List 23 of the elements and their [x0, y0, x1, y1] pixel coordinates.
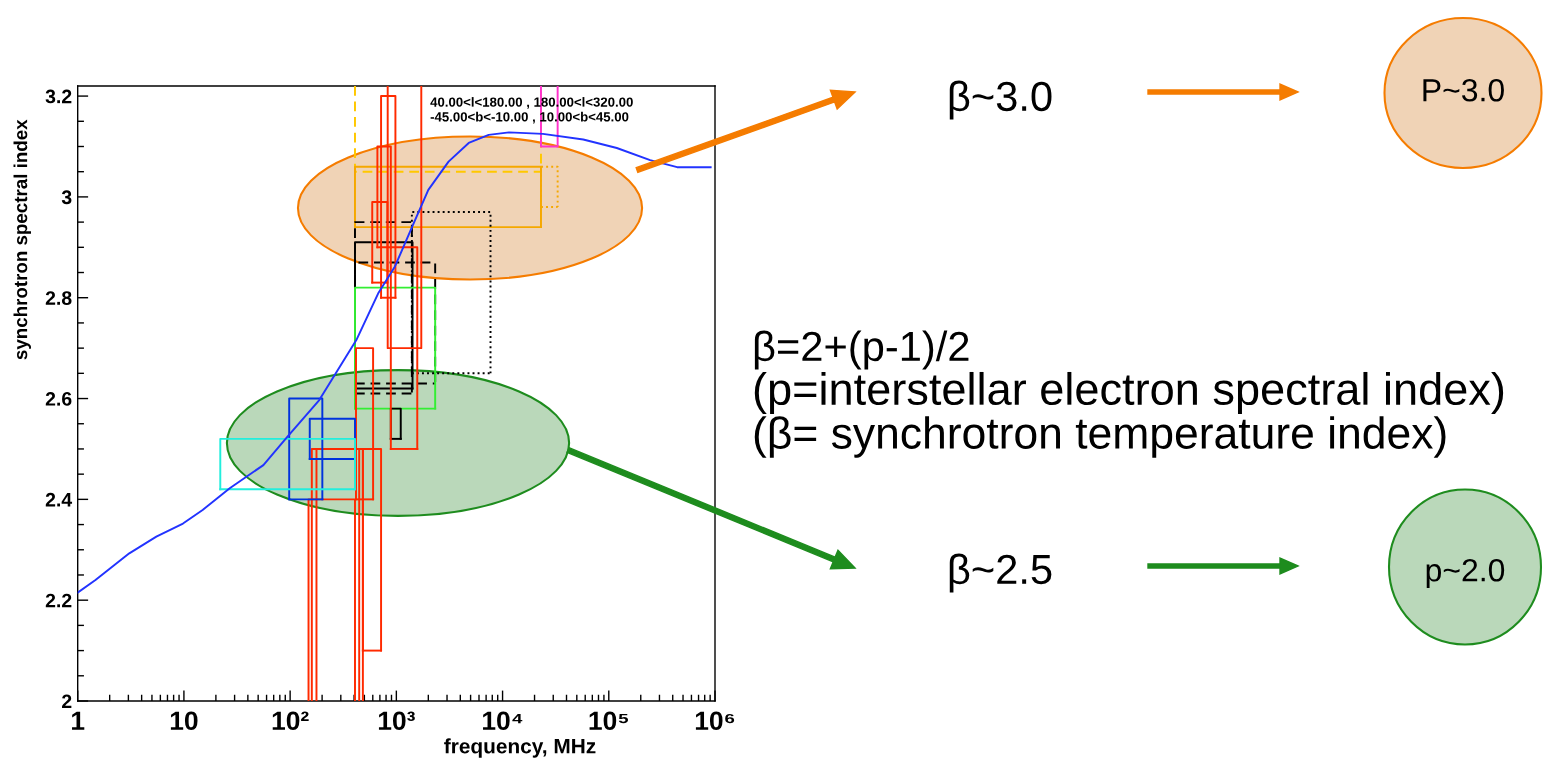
text: p~2.0	[1426, 558, 1505, 588]
y-tick-label: 2.8	[45, 291, 72, 305]
x-axis-title: frequency, MHz	[444, 738, 596, 758]
y-tick-label: 2.4	[45, 492, 73, 507]
text: β=2+(p-1)/2	[754, 330, 969, 370]
y-tick-label: 2.2	[45, 593, 72, 608]
y-tick-label: 3	[61, 190, 72, 205]
text: (β= synchrotron temperature index)	[754, 416, 1446, 458]
text: β~2.5	[949, 553, 1052, 593]
y-tick-label: 3.2	[45, 89, 72, 104]
text: β~3.0	[949, 80, 1052, 120]
y-axis-title: synchrotron spectral index	[13, 119, 31, 360]
x-tick-label: 10⁶	[695, 711, 735, 731]
y-tick-label: 2.6	[45, 392, 72, 406]
x-tick-label: 10⁵	[589, 711, 629, 731]
text: (p=interstellar electron spectral index)	[754, 371, 1504, 415]
y-tick-label: 2	[62, 694, 72, 709]
x-tick-label: 10³	[378, 711, 415, 731]
text: P~3.0	[1423, 78, 1504, 102]
x-tick-label: 10²	[272, 711, 309, 731]
x-tick-label: 10	[170, 711, 198, 731]
x-tick-label: 10⁴	[483, 711, 523, 731]
x-tick-label: 1	[72, 711, 85, 730]
